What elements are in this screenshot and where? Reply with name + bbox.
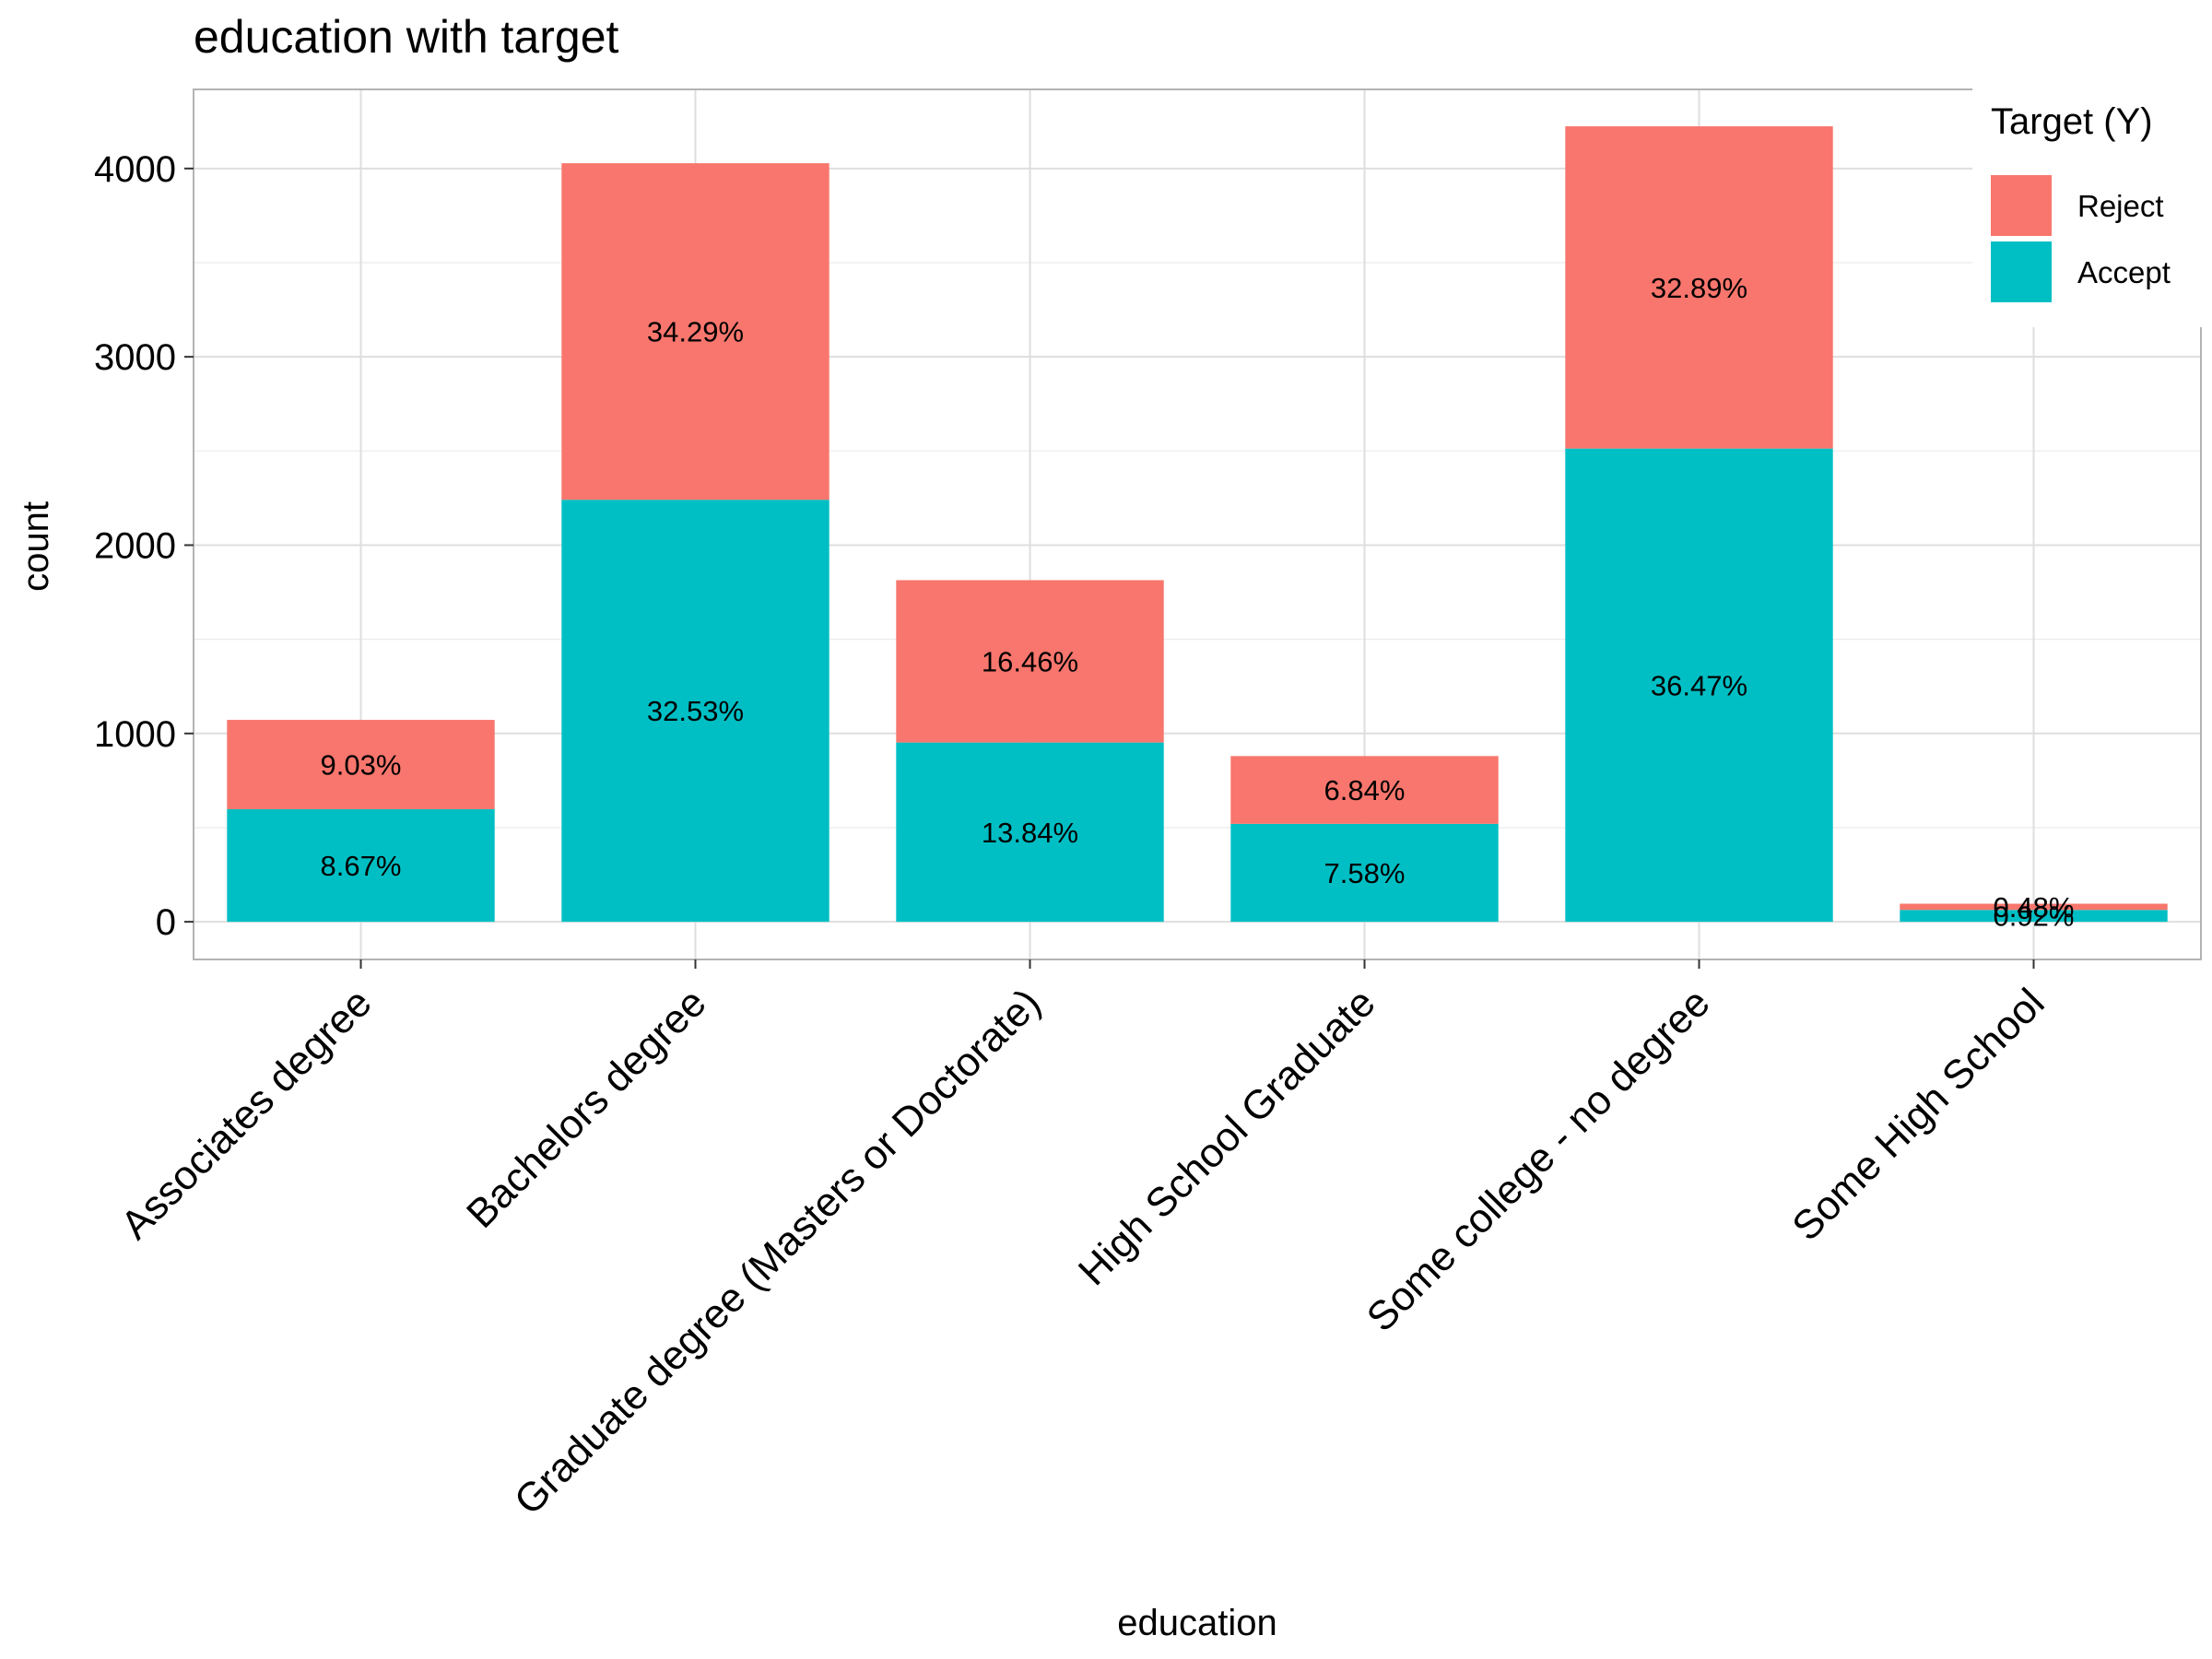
bar-accept	[1565, 448, 1833, 923]
x-axis-title: education	[1117, 1603, 1277, 1643]
y-tick-label: 1000	[94, 714, 176, 755]
x-tick-label: Some college - no degree	[1359, 980, 1719, 1340]
legend-label: Reject	[2077, 189, 2164, 223]
bar-reject	[1900, 903, 2168, 911]
y-axis-title: count	[16, 501, 56, 592]
data-label-accept: 32.53%	[647, 695, 744, 727]
legend-label: Accept	[2077, 255, 2171, 289]
data-label-accept: 13.84%	[982, 817, 1078, 849]
data-label-reject: 6.84%	[1324, 774, 1406, 806]
x-tick-label: Some High School	[1783, 980, 2053, 1249]
x-tick-label: Graduate degree (Masters or Doctorate)	[506, 980, 1050, 1524]
bar-reject	[1230, 756, 1499, 824]
data-label-accept: 0.92%	[1994, 900, 2075, 933]
data-label-accept: 7.58%	[1324, 857, 1406, 889]
bar-accept	[561, 500, 830, 923]
y-tick-label: 2000	[94, 525, 176, 566]
legend-key	[1991, 175, 2052, 236]
y-tick-label: 4000	[94, 149, 176, 190]
data-label-accept: 36.47%	[1651, 669, 1747, 701]
y-tick-label: 0	[156, 902, 176, 943]
bar-accept	[227, 808, 495, 923]
x-tick-label: High School Graduate	[1070, 980, 1384, 1294]
bar-accept	[896, 742, 1164, 923]
data-label-accept: 8.67%	[321, 850, 402, 882]
x-tick-label: Associates degree	[112, 980, 381, 1248]
data-label-reject: 16.46%	[982, 646, 1078, 678]
bar-reject	[227, 720, 495, 809]
chart-title: education with target	[194, 11, 619, 63]
bar-accept	[1230, 823, 1499, 923]
panel-border	[193, 88, 2202, 960]
data-label-reject: 32.89%	[1651, 272, 1747, 304]
legend-title: Target (Y)	[1991, 101, 2153, 142]
bar-reject	[1565, 126, 1833, 449]
data-label-reject: 9.03%	[321, 749, 402, 782]
x-tick-label: Bachelors degree	[458, 980, 715, 1237]
plot-panel: 8.67% 9.03% 32.53% 34.29% 13.84% 16.46% 7.58% 6…	[94, 88, 2202, 1524]
data-label-reject: 34.29%	[647, 316, 744, 348]
legend: Target (Y) Reject Accept	[1972, 78, 2210, 327]
bar-reject	[896, 580, 1164, 743]
bar-reject	[561, 163, 830, 500]
bar-accept	[1900, 910, 2168, 923]
y-tick-label: 3000	[94, 337, 176, 378]
data-label-reject: 0.48%	[1994, 891, 2075, 924]
legend-key	[1991, 241, 2052, 302]
panel-background	[194, 89, 2201, 959]
